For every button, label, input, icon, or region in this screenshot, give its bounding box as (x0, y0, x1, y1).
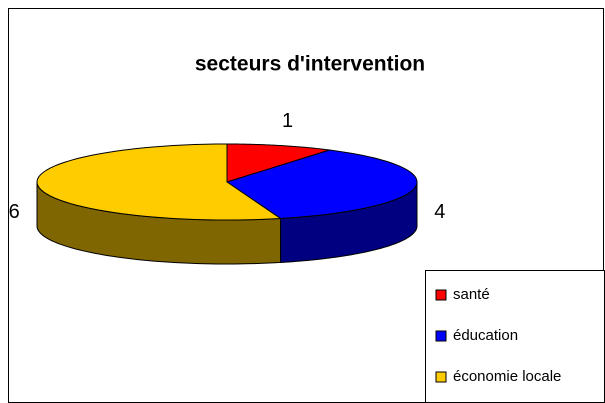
data-label: 1 (282, 110, 293, 132)
legend-label: éducation (453, 327, 518, 344)
chart-title: secteurs d'intervention (195, 53, 425, 76)
legend-swatch (435, 330, 447, 342)
pie-slice (225, 149, 418, 219)
data-label: 6 (9, 201, 20, 223)
legend-box (425, 270, 605, 403)
data-label: 4 (434, 201, 445, 223)
legend-label: santé (453, 286, 490, 303)
legend-label: économie locale (453, 368, 561, 385)
pie-slice (226, 143, 330, 183)
legend-swatch (435, 371, 447, 383)
legend-swatch (435, 289, 447, 301)
pie-slice (36, 143, 283, 221)
